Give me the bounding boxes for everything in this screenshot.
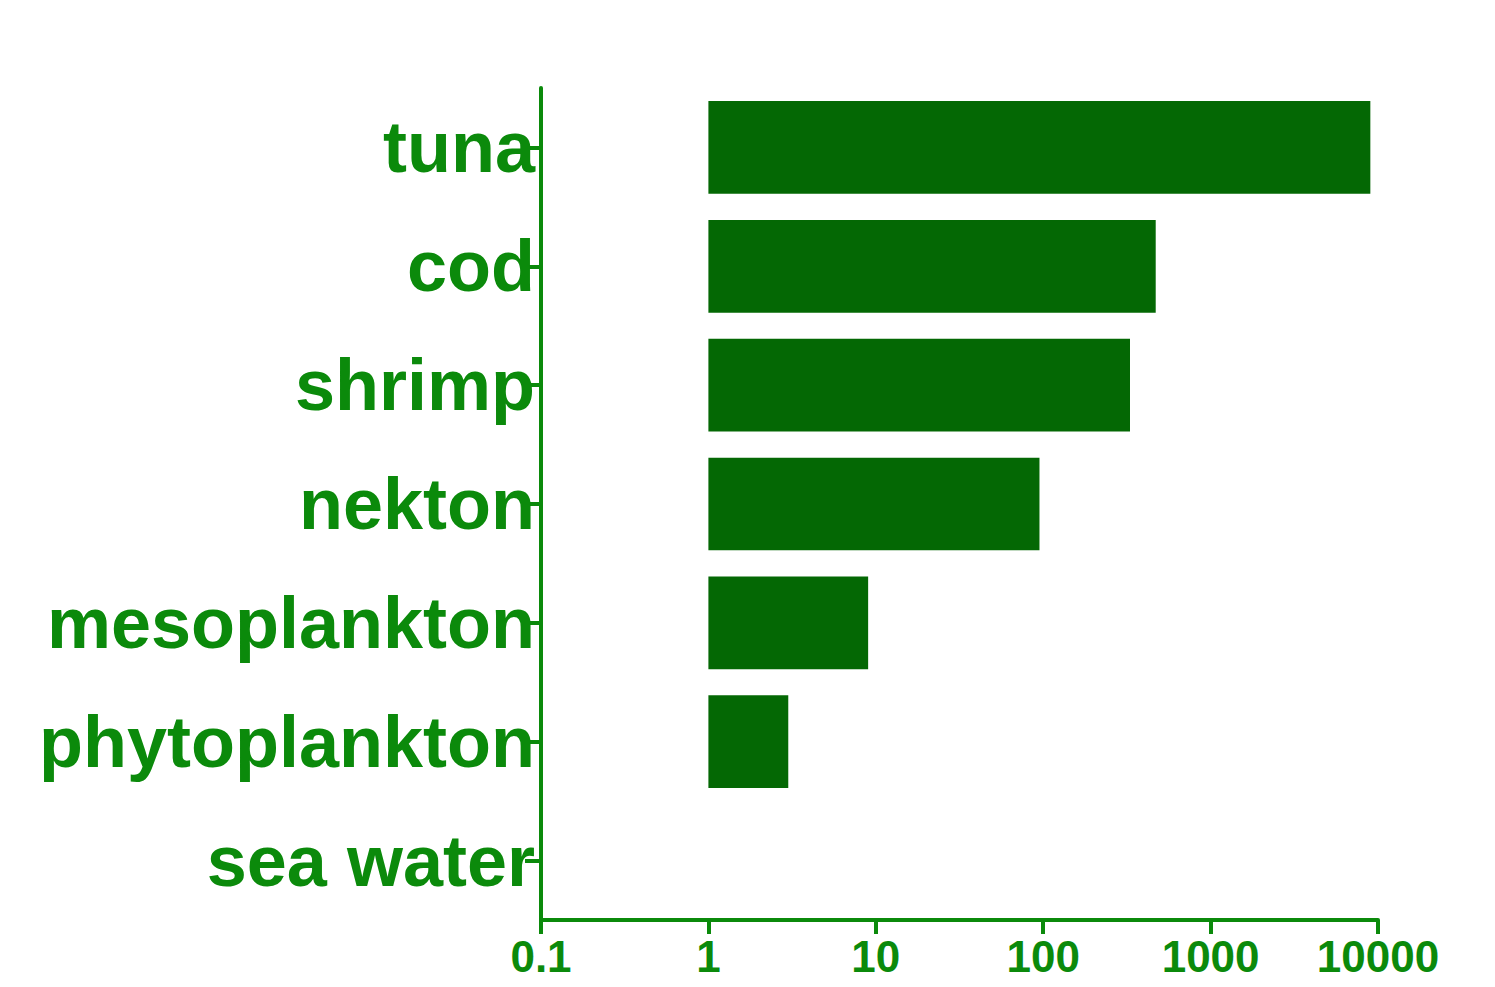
svg-text:shrimp: shrimp [295,345,535,425]
svg-text:cod: cod [407,226,535,306]
svg-text:10000: 10000 [1317,932,1439,981]
svg-text:1: 1 [696,932,720,981]
svg-text:sea water: sea water [207,821,535,901]
svg-text:phytoplankton: phytoplankton [39,702,535,782]
svg-text:tuna: tuna [383,107,536,187]
svg-text:0.1: 0.1 [510,932,571,981]
svg-text:100: 100 [1006,932,1079,981]
svg-text:1000: 1000 [1162,932,1260,981]
svg-text:mesoplankton: mesoplankton [47,583,535,663]
svg-text:nekton: nekton [299,464,535,544]
svg-text:10: 10 [851,932,900,981]
